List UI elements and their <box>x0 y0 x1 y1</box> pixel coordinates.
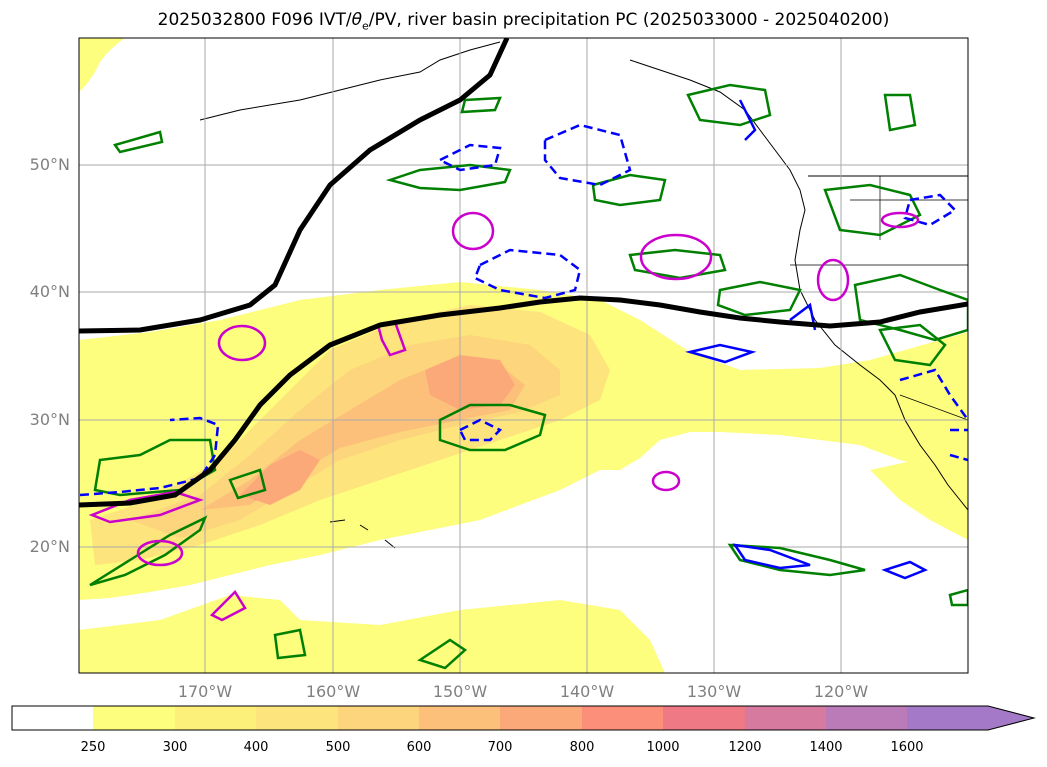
blue-dashed-contour-edge <box>949 428 968 462</box>
magenta-contour-north-2 <box>451 211 495 251</box>
colorbar-segment-5 <box>419 706 500 730</box>
colorbar-segment-10 <box>826 706 907 730</box>
colorbar-segment-1 <box>93 706 175 730</box>
blue-contour-offshore <box>685 343 757 364</box>
magenta-contour-small <box>651 470 681 492</box>
blue-dashed-contour-central-north <box>473 248 582 300</box>
magenta-contour-west <box>217 324 267 362</box>
ivt-250-southern-region <box>79 595 665 673</box>
colorbar-tick-label: 600 <box>406 740 432 755</box>
magenta-contour-inland <box>880 211 920 229</box>
colorbar-tick-label: 1400 <box>809 740 843 755</box>
green-contour-north-2 <box>591 173 667 207</box>
colorbar-tick-label: 700 <box>487 740 513 755</box>
theta-e-northern-line <box>79 38 510 334</box>
colorbar-tick-label: 800 <box>569 740 595 755</box>
lat-label-50n: 50°N <box>29 155 70 174</box>
lon-label-150w: 150°W <box>432 682 488 701</box>
colorbar-tick-label: 1600 <box>890 740 924 755</box>
colorbar-tick-label: 1200 <box>728 740 762 755</box>
green-contour-southwest <box>89 515 208 587</box>
magenta-contour-coast <box>816 258 850 302</box>
colorbar-segment-0 <box>12 706 93 730</box>
colorbar-segment-3 <box>256 706 338 730</box>
colorbar-tick-label: 300 <box>162 740 188 755</box>
magenta-contour-south-2 <box>209 590 247 622</box>
colorbar-outline <box>11 705 1036 731</box>
green-contour-central <box>438 403 547 452</box>
green-contour-south-east-edge <box>948 588 968 607</box>
green-contour-south-2 <box>273 628 307 660</box>
colorbar-tick-label: 500 <box>325 740 351 755</box>
blue-dashed-contour-north-2 <box>437 143 502 172</box>
green-contour-south-east <box>727 543 866 577</box>
title-theta-subscript: e <box>362 19 369 33</box>
colorbar-segment-7 <box>582 706 663 730</box>
theta-e-southern-line <box>79 295 968 508</box>
lat-label-30n: 30°N <box>29 410 70 429</box>
green-contour-south-1 <box>417 638 468 670</box>
title-suffix: /PV, river basin precipitation PC (20250… <box>368 10 890 30</box>
blue-contours <box>79 99 968 580</box>
blue-contour-coast <box>789 302 817 331</box>
green-contour-small-1 <box>228 468 267 500</box>
green-contour-bc-coast <box>686 83 772 127</box>
green-contour-west <box>93 438 217 497</box>
magenta-contour-north <box>639 233 713 281</box>
colorbar-segment-6 <box>500 706 582 730</box>
lon-label-160w: 160°W <box>305 682 361 701</box>
map-panel <box>79 38 968 673</box>
magenta-contour-south <box>136 539 184 567</box>
green-contour-gulf-alaska <box>460 96 502 114</box>
gridlines <box>79 38 968 673</box>
blue-dashed-contour-central <box>458 418 503 442</box>
magenta-contour-southwest <box>88 490 204 524</box>
lat-label-20n: 20°N <box>29 537 70 556</box>
colorbar-tick-label: 1000 <box>646 740 680 755</box>
lon-label-140w: 140°W <box>559 682 615 701</box>
green-contour-canada <box>883 93 917 132</box>
colorbar-extend-arrow <box>907 706 1034 730</box>
green-contour-aleutian <box>112 130 164 154</box>
colorbar-segment-9 <box>745 706 826 730</box>
colorbar <box>11 705 1036 731</box>
blue-contour-bc <box>738 99 757 141</box>
blue-dashed-contour-mexico <box>899 368 968 421</box>
colorbar-tick-label: 400 <box>243 740 269 755</box>
map-frame <box>78 37 969 674</box>
green-contour-inland-1 <box>823 183 922 237</box>
north-america-coast <box>629 59 968 511</box>
title-theta: θ <box>351 10 362 30</box>
green-contour-inland-3 <box>878 323 947 367</box>
colorbar-segment-2 <box>175 706 256 730</box>
lon-label-120w: 120°W <box>813 682 869 701</box>
ivt-250-east-region <box>870 450 968 540</box>
map-title: 2025032800 F096 IVT/θe/PV, river basin p… <box>0 10 1047 32</box>
ivt-250-region-northwest <box>79 38 125 92</box>
green-contour-north-1 <box>385 163 512 192</box>
blue-dashed-contour-west <box>79 416 220 497</box>
title-prefix: 2025032800 F096 IVT/ <box>157 10 352 30</box>
colorbar-tick-label: 250 <box>80 740 106 755</box>
blue-dashed-contour-north <box>543 123 632 187</box>
lat-label-40n: 40°N <box>29 282 70 301</box>
magenta-contours <box>88 211 920 622</box>
ivt-700-region-central <box>425 355 515 410</box>
colorbar-segment-4 <box>338 706 419 730</box>
green-contour-coast-1 <box>716 280 802 317</box>
blue-contour-small-east <box>881 560 928 580</box>
colorbar-segment-8 <box>663 706 745 730</box>
lon-label-170w: 170°W <box>177 682 233 701</box>
green-contour-north-3 <box>628 248 727 280</box>
border-us-mexico <box>899 394 968 421</box>
blue-contour-south-east <box>732 543 811 570</box>
lon-label-130w: 130°W <box>686 682 742 701</box>
theta-e-contours <box>79 38 968 508</box>
